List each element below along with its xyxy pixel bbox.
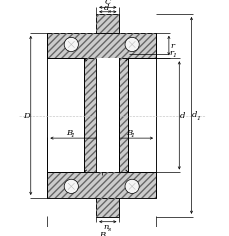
Text: 1: 1 — [130, 133, 134, 138]
Text: B: B — [125, 129, 131, 137]
Text: s: s — [107, 228, 111, 232]
Circle shape — [125, 179, 139, 194]
Bar — [96, 198, 119, 217]
Text: B: B — [66, 129, 72, 137]
Text: d: d — [103, 4, 108, 12]
Text: 1: 1 — [172, 53, 176, 58]
Bar — [96, 14, 119, 33]
Text: B: B — [98, 231, 104, 236]
Bar — [96, 14, 119, 33]
Circle shape — [64, 179, 78, 194]
Text: 1: 1 — [195, 116, 199, 121]
Bar — [96, 198, 119, 217]
Text: D: D — [23, 112, 30, 120]
Bar — [96, 58, 119, 173]
Text: n: n — [103, 223, 108, 231]
Text: r: r — [170, 42, 174, 50]
Bar — [84, 58, 96, 173]
Bar — [47, 173, 155, 198]
Bar — [84, 58, 96, 173]
Text: r: r — [168, 49, 172, 57]
Bar — [47, 173, 155, 198]
Bar — [119, 58, 128, 173]
Circle shape — [125, 37, 139, 51]
Bar — [47, 33, 155, 58]
Bar — [119, 58, 128, 173]
Text: 1: 1 — [70, 133, 74, 138]
Circle shape — [64, 37, 78, 51]
Text: d: d — [191, 111, 196, 119]
Bar — [47, 33, 155, 58]
Text: s: s — [107, 8, 111, 14]
Text: d: d — [179, 112, 185, 120]
Text: C: C — [104, 0, 111, 6]
